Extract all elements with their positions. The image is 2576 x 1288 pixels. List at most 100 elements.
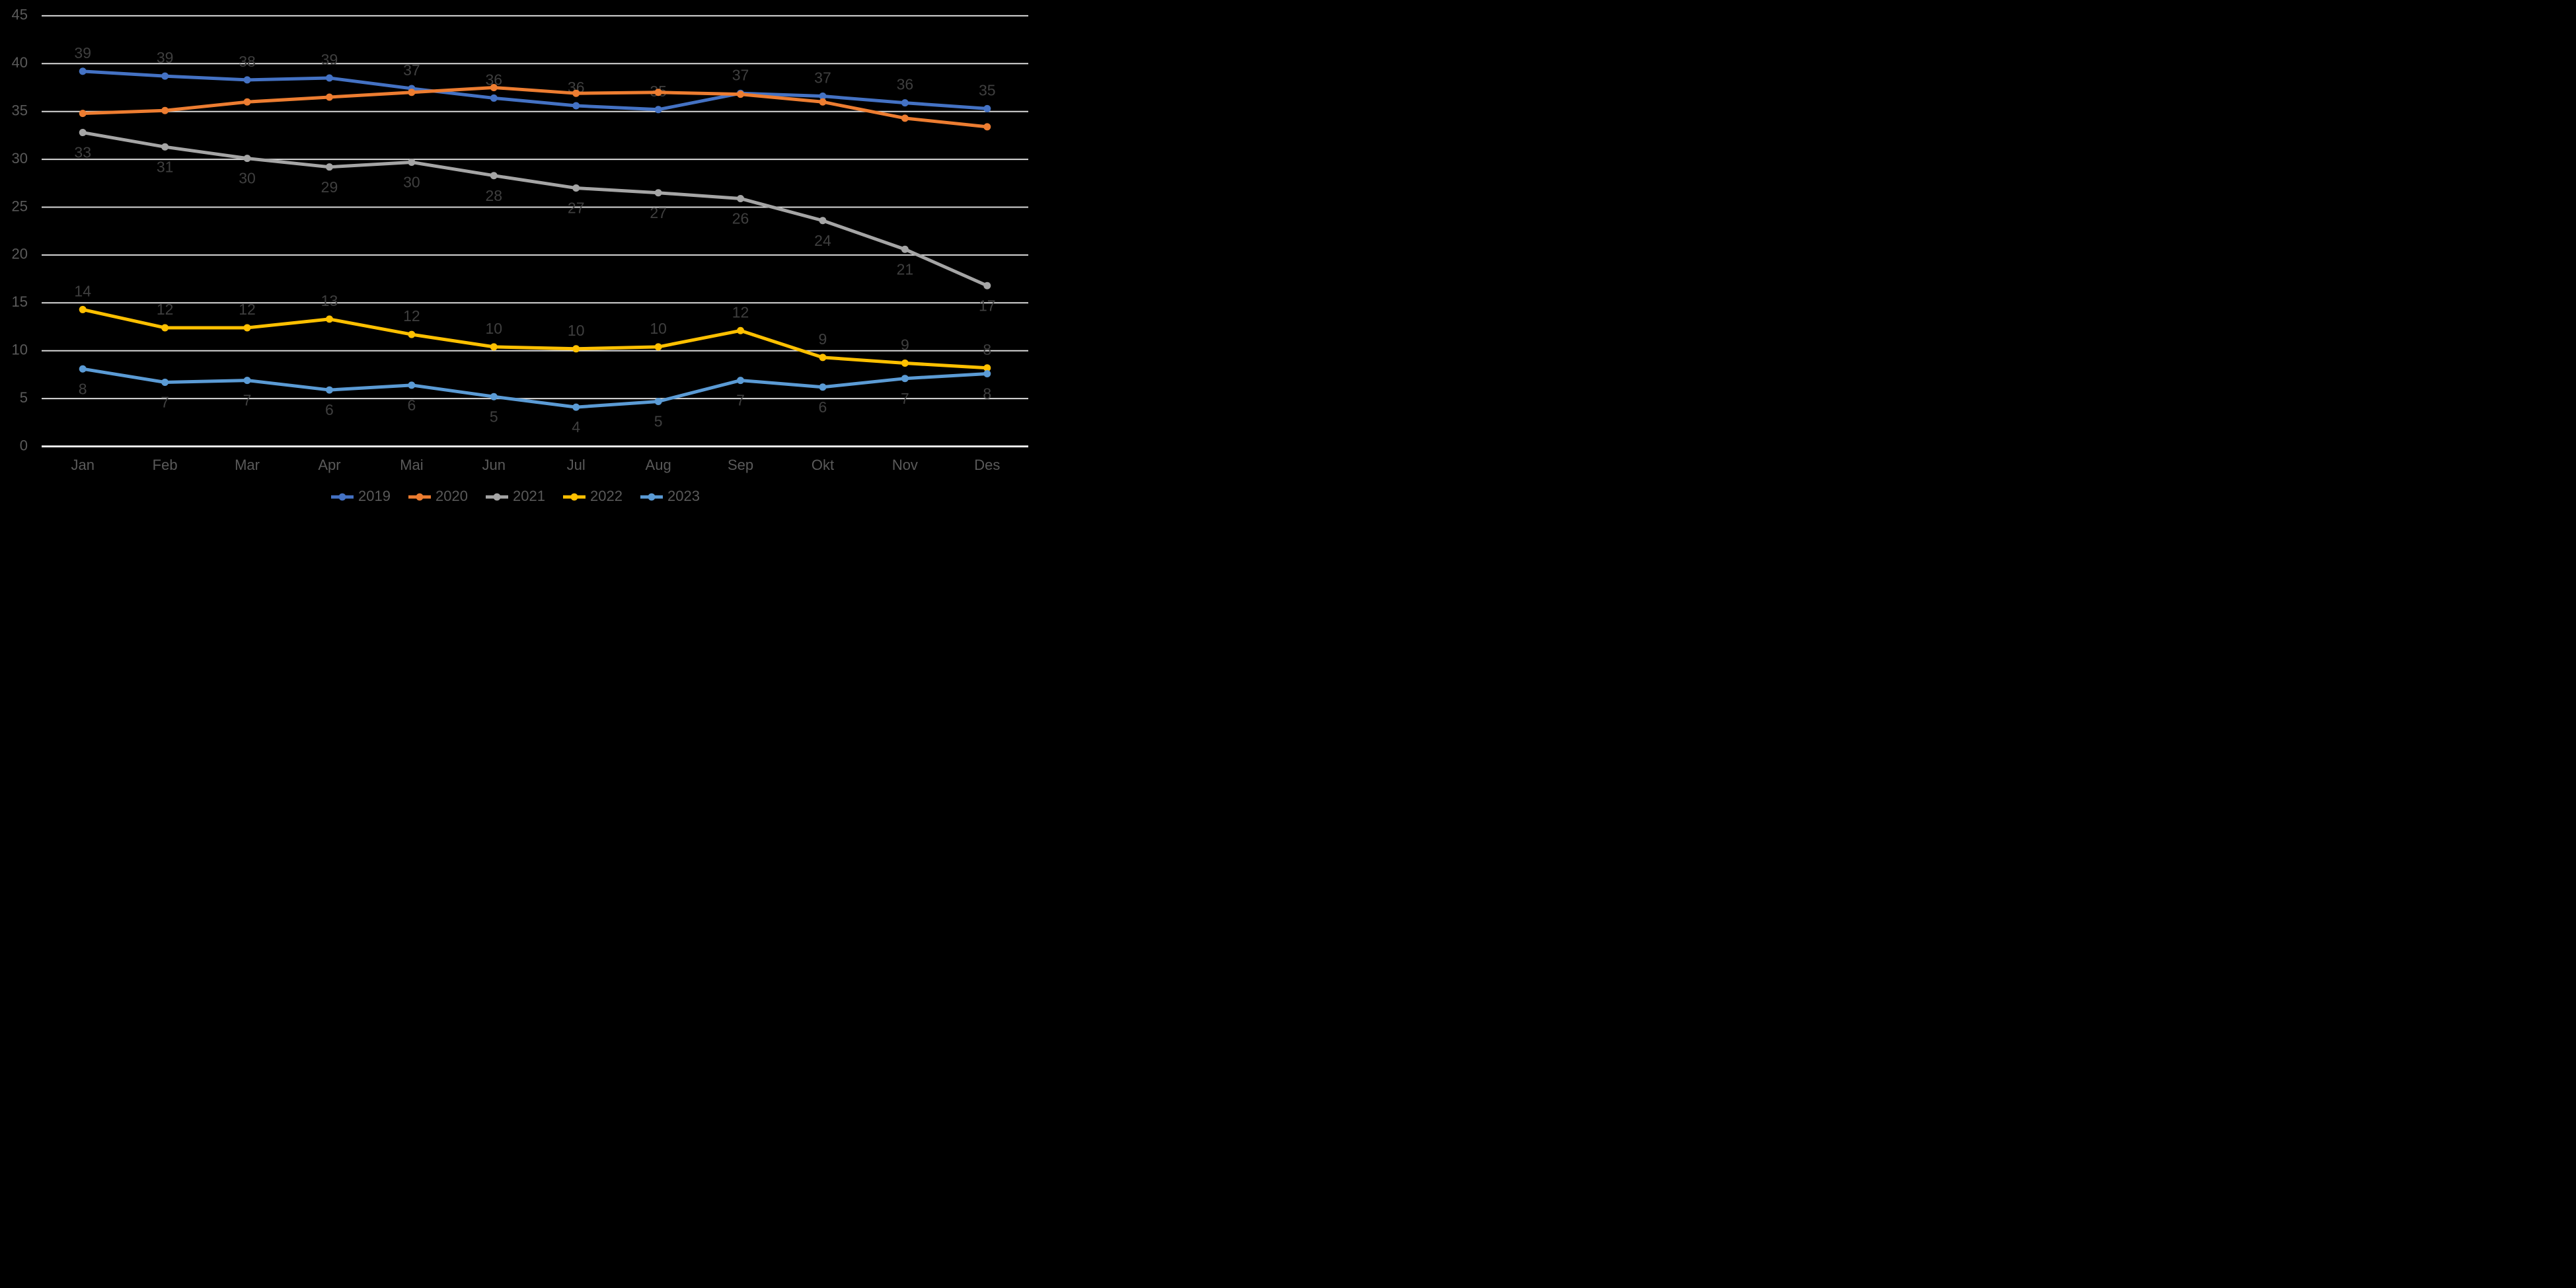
data-label-2022: 12 bbox=[403, 307, 420, 324]
data-label-2021: 30 bbox=[239, 170, 256, 187]
data-point-2022 bbox=[325, 315, 333, 323]
data-label-2019: 39 bbox=[157, 49, 174, 66]
y-axis-label: 15 bbox=[12, 293, 28, 310]
legend-marker-icon bbox=[570, 493, 578, 501]
data-label-2023: 6 bbox=[325, 401, 334, 418]
data-point-2023 bbox=[983, 369, 991, 377]
legend-label-2023: 2023 bbox=[667, 488, 700, 504]
data-point-2019 bbox=[654, 106, 662, 114]
data-point-2020 bbox=[819, 98, 827, 106]
data-point-2021 bbox=[490, 172, 498, 180]
data-point-2019 bbox=[901, 99, 909, 107]
data-point-2019 bbox=[79, 67, 87, 75]
y-axis-label: 0 bbox=[20, 437, 28, 453]
data-point-2019 bbox=[819, 93, 827, 100]
data-point-2023 bbox=[79, 365, 87, 373]
data-label-2021: 29 bbox=[321, 178, 338, 196]
data-label-2022: 8 bbox=[983, 341, 991, 358]
data-label-2022: 9 bbox=[819, 330, 827, 348]
data-label-2021: 27 bbox=[650, 204, 667, 221]
data-label-2021: 27 bbox=[568, 200, 585, 217]
x-axis-label: Nov bbox=[892, 457, 918, 473]
series-line-2023 bbox=[81, 367, 989, 409]
data-label-2022: 10 bbox=[485, 320, 502, 337]
data-point-2022 bbox=[572, 345, 580, 353]
data-point-2022 bbox=[983, 364, 991, 372]
data-point-2022 bbox=[737, 326, 745, 334]
data-label-2021: 31 bbox=[157, 158, 174, 175]
x-axis-label: Jun bbox=[482, 457, 506, 473]
data-label-2023: 8 bbox=[79, 380, 87, 397]
data-point-2023 bbox=[408, 381, 416, 389]
data-point-2023 bbox=[819, 383, 827, 391]
data-point-2023 bbox=[901, 375, 909, 383]
data-label-2023: 5 bbox=[490, 408, 498, 425]
data-point-2019 bbox=[161, 72, 169, 80]
data-point-2023 bbox=[325, 386, 333, 394]
data-label-2019: 37 bbox=[403, 61, 420, 79]
data-point-2021 bbox=[572, 184, 580, 192]
data-label-2021: 24 bbox=[814, 232, 831, 249]
x-axis-label: Jan bbox=[71, 457, 94, 473]
data-label-2021: 21 bbox=[897, 260, 914, 278]
data-point-2020 bbox=[161, 106, 169, 114]
x-axis-label: Feb bbox=[153, 457, 178, 473]
y-axis-label: 10 bbox=[12, 342, 28, 358]
data-label-2019: 39 bbox=[321, 51, 338, 68]
y-axis-label: 45 bbox=[12, 7, 28, 23]
data-label-2023: 7 bbox=[901, 390, 909, 407]
legend-marker-icon bbox=[338, 493, 346, 501]
data-point-2020 bbox=[408, 89, 416, 96]
data-label-2023: 4 bbox=[572, 418, 580, 436]
y-axis-label: 30 bbox=[12, 150, 28, 167]
data-point-2021 bbox=[654, 189, 662, 197]
data-label-2022: 10 bbox=[650, 320, 667, 337]
data-label-2022: 9 bbox=[901, 336, 909, 354]
series-line-2021 bbox=[81, 131, 989, 287]
data-point-2023 bbox=[654, 397, 662, 405]
data-point-2022 bbox=[819, 354, 827, 361]
series-line-2022 bbox=[81, 307, 989, 370]
data-point-2020 bbox=[572, 89, 580, 97]
data-label-2022: 10 bbox=[568, 322, 585, 339]
data-point-2023 bbox=[161, 378, 169, 386]
y-axis-label: 5 bbox=[20, 389, 28, 406]
data-label-2021: 33 bbox=[74, 144, 91, 161]
data-label-2021: 17 bbox=[979, 297, 996, 314]
y-axis-label: 25 bbox=[12, 198, 28, 214]
series-line-2019 bbox=[81, 69, 989, 112]
data-label-2022: 13 bbox=[321, 292, 338, 309]
data-label-2023: 6 bbox=[407, 397, 416, 414]
data-point-2020 bbox=[737, 91, 745, 98]
data-point-2021 bbox=[901, 245, 909, 253]
data-point-2019 bbox=[325, 74, 333, 82]
legend-label-2019: 2019 bbox=[358, 488, 391, 504]
data-point-2021 bbox=[737, 194, 745, 202]
y-axis-label: 20 bbox=[12, 246, 28, 262]
data-point-2020 bbox=[654, 89, 662, 96]
legend-label-2020: 2020 bbox=[436, 488, 468, 504]
data-point-2023 bbox=[572, 403, 580, 411]
x-axis-label: Okt bbox=[812, 457, 834, 473]
data-label-2019: 37 bbox=[814, 69, 831, 87]
data-label-2022: 14 bbox=[74, 283, 91, 300]
data-label-2022: 12 bbox=[732, 303, 749, 321]
data-point-2022 bbox=[79, 305, 87, 313]
x-axis-label: Mai bbox=[400, 457, 423, 473]
data-point-2022 bbox=[901, 360, 909, 367]
data-label-2019: 36 bbox=[897, 76, 914, 93]
y-axis-label: 40 bbox=[12, 54, 28, 71]
data-label-2019: 35 bbox=[979, 81, 996, 98]
data-point-2021 bbox=[243, 155, 251, 163]
data-point-2020 bbox=[79, 110, 87, 118]
data-point-2022 bbox=[408, 330, 416, 338]
data-label-2021: 28 bbox=[485, 187, 502, 204]
data-label-2023: 7 bbox=[736, 392, 745, 409]
data-point-2021 bbox=[408, 158, 416, 166]
x-axis-label: Sep bbox=[728, 457, 753, 473]
data-point-2021 bbox=[983, 282, 991, 289]
data-point-2020 bbox=[901, 114, 909, 122]
data-label-2022: 12 bbox=[157, 301, 174, 318]
data-point-2021 bbox=[819, 217, 827, 225]
data-point-2020 bbox=[983, 123, 991, 131]
